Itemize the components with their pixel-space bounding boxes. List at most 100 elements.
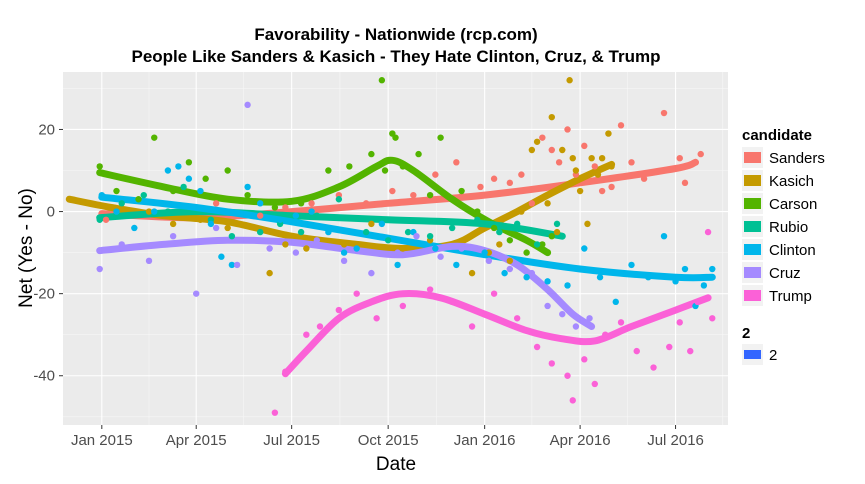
- point-cruz: [437, 253, 444, 260]
- point-kasich: [576, 187, 584, 195]
- point-rubio: [513, 220, 521, 228]
- x-axis: Jan 2015 Apr 2015 Jul 2015 Oct 2015 Jan 2016…: [71, 425, 704, 449]
- point-sanders: [389, 187, 396, 195]
- point-kasich: [572, 167, 580, 174]
- legend-label-sanders: Sanders: [769, 150, 825, 167]
- legend-swatch-rubio: [744, 221, 761, 232]
- point-cruz: [193, 290, 200, 297]
- point-trump: [373, 315, 380, 322]
- point-sanders: [256, 212, 264, 219]
- point-kasich: [303, 245, 310, 252]
- point-clinton: [628, 261, 635, 269]
- point-clinton: [501, 269, 508, 277]
- point-sanders: [362, 200, 370, 207]
- point-clinton: [681, 265, 689, 273]
- point-cruz: [169, 232, 177, 240]
- point-carson: [185, 159, 193, 166]
- point-clinton: [164, 167, 172, 174]
- point-trump: [704, 228, 712, 236]
- point-clinton: [197, 187, 204, 195]
- point-clinton: [98, 191, 106, 199]
- point-kasich: [468, 269, 476, 277]
- point-cruz: [394, 249, 401, 256]
- point-rubio: [362, 228, 370, 236]
- point-trump: [676, 319, 683, 326]
- point-kasich: [605, 130, 612, 137]
- point-clinton: [340, 249, 348, 256]
- point-kasich: [518, 208, 525, 215]
- point-clinton: [660, 232, 668, 240]
- legend-label-clinton: Clinton: [769, 242, 816, 259]
- point-rubio: [228, 232, 236, 240]
- point-clinton: [564, 282, 571, 289]
- x-tick-label: Jul 2015: [263, 432, 320, 449]
- legend-items: Sanders Kasich Carson Rubio Clinton Cruz Trump: [742, 147, 825, 306]
- point-carson: [135, 196, 142, 203]
- point-rubio: [553, 220, 561, 228]
- point-rubio: [384, 237, 392, 244]
- legend-title: candidate: [742, 127, 812, 144]
- legend-swatch-clinton: [744, 244, 761, 255]
- point-carson: [415, 150, 422, 158]
- y-tick-label: 20: [38, 121, 55, 138]
- point-kasich: [169, 220, 177, 228]
- point-trump: [316, 323, 324, 330]
- point-sanders: [212, 200, 220, 207]
- point-sanders: [555, 159, 563, 166]
- point-sanders: [518, 171, 525, 178]
- point-rubio: [559, 232, 566, 240]
- point-trump: [399, 302, 407, 310]
- point-sanders: [490, 175, 498, 182]
- point-carson: [392, 134, 399, 141]
- grid-major: [63, 72, 728, 425]
- x-tick-label: Oct 2015: [358, 432, 419, 449]
- point-carson: [368, 150, 375, 158]
- point-kasich: [66, 196, 73, 203]
- point-cruz: [212, 224, 220, 232]
- point-carson: [297, 200, 305, 207]
- point-kasich: [594, 171, 602, 178]
- y-axis: 20 0 -20 -40: [33, 121, 63, 385]
- point-kasich: [282, 241, 289, 248]
- legend2-key-swatch: [744, 350, 761, 359]
- point-sanders: [282, 204, 289, 211]
- point-rubio: [474, 216, 481, 223]
- point-trump: [581, 356, 588, 363]
- point-carson: [506, 237, 514, 244]
- point-trump: [533, 343, 541, 351]
- point-carson: [490, 224, 498, 232]
- point-carson: [244, 191, 251, 199]
- point-kasich: [197, 216, 204, 223]
- trend-line-trump: [281, 290, 712, 378]
- legend: candidate Sanders Kasich Carson Rubio Clinto…: [742, 127, 825, 365]
- point-kasich: [340, 241, 348, 248]
- point-clinton: [378, 220, 386, 228]
- point-kasich: [528, 146, 536, 154]
- point-carson: [548, 232, 555, 240]
- point-kasich: [145, 208, 153, 215]
- point-carson: [271, 204, 279, 211]
- point-carson: [426, 191, 434, 199]
- point-clinton: [151, 208, 158, 215]
- point-carson: [523, 249, 530, 256]
- point-trump: [271, 409, 279, 416]
- point-sanders: [598, 187, 606, 195]
- point-cruz: [528, 269, 536, 277]
- point-kasich: [584, 220, 591, 228]
- legend-swatch-kasich: [744, 175, 761, 186]
- point-clinton: [131, 224, 138, 232]
- point-clinton: [645, 274, 652, 281]
- legend-swatch-sanders: [744, 152, 761, 163]
- point-carson: [381, 167, 389, 174]
- point-sanders: [528, 200, 536, 207]
- point-carson: [169, 187, 177, 195]
- legend-label-cruz: Cruz: [769, 265, 801, 282]
- point-clinton: [394, 261, 401, 269]
- point-rubio: [313, 212, 321, 219]
- point-trump: [335, 306, 343, 314]
- point-clinton: [353, 245, 360, 252]
- point-trump: [426, 286, 434, 293]
- point-sanders: [410, 191, 417, 199]
- point-trump: [513, 315, 521, 322]
